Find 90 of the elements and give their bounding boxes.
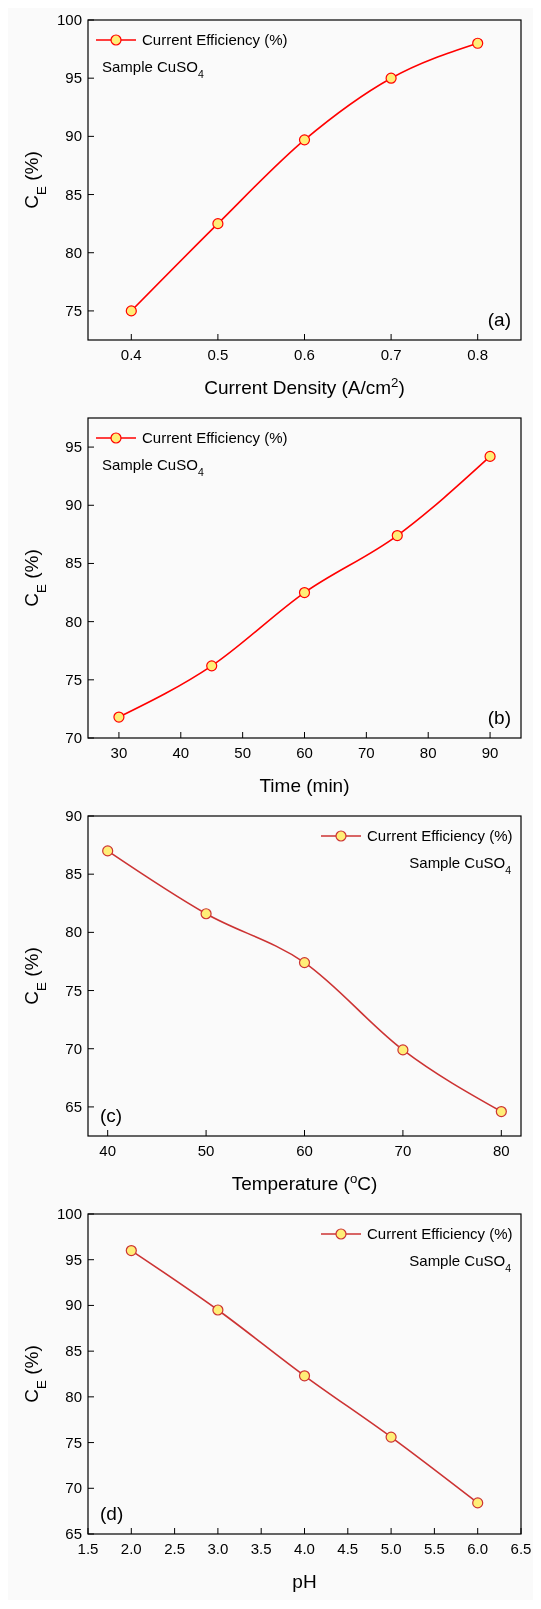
y-tick-label: 80 xyxy=(65,243,82,261)
y-tick-label: 70 xyxy=(65,729,82,746)
legend-label: Current Efficiency (%) xyxy=(367,827,513,844)
y-tick-label: 75 xyxy=(65,301,82,319)
x-axis-title: Current Density (A/cm$^{2}$) xyxy=(204,374,405,398)
y-tick-label: 75 xyxy=(65,981,82,999)
annotation: (c) xyxy=(100,1105,123,1126)
x-tick-label: 0.8 xyxy=(467,346,489,363)
y-tick-label: 65 xyxy=(65,1097,82,1115)
point xyxy=(472,1497,484,1509)
x-tick-label: 40 xyxy=(172,744,190,761)
x-tick-label: 6.0 xyxy=(467,1540,489,1557)
x-tick-label: 80 xyxy=(492,1142,510,1159)
y-tick-label: 95 xyxy=(65,1250,82,1268)
x-tick-label: 50 xyxy=(197,1142,215,1159)
x-tick-label: 70 xyxy=(394,1142,412,1159)
x-tick-label: 3.0 xyxy=(207,1540,229,1557)
x-tick-label: 60 xyxy=(296,1142,313,1159)
point xyxy=(385,72,397,84)
point xyxy=(298,134,311,146)
point xyxy=(391,529,403,542)
annotation: Sample CuSO$_{4}$ xyxy=(102,58,204,80)
x-tick-label: 30 xyxy=(110,744,128,761)
y-tick-label: 90 xyxy=(65,127,82,145)
point xyxy=(125,305,137,317)
x-tick-label: 80 xyxy=(419,744,437,761)
x-tick-label: 0.6 xyxy=(294,346,315,363)
x-tick-label: 40 xyxy=(99,1142,117,1159)
x-tick-label: 50 xyxy=(234,744,251,761)
point xyxy=(385,1431,397,1443)
y-tick-label: 70 xyxy=(65,1479,82,1497)
point xyxy=(125,1244,137,1257)
y-tick-label: 90 xyxy=(65,496,82,514)
x-tick-label: 4.5 xyxy=(337,1540,359,1557)
point xyxy=(298,1370,311,1382)
y-tick-label: 90 xyxy=(65,807,82,824)
annotation: (d) xyxy=(100,1503,124,1524)
x-tick-label: 0.4 xyxy=(120,346,142,363)
x-axis-title: Time (min) xyxy=(259,775,350,796)
y-tick-label: 100 xyxy=(56,11,82,28)
y-tick-label: 85 xyxy=(65,185,82,203)
x-tick-label: 60 xyxy=(296,744,313,761)
y-tick-label: 65 xyxy=(65,1525,82,1542)
y-tick-label: 85 xyxy=(65,554,82,572)
y-tick-label: 80 xyxy=(65,1387,82,1405)
y-tick-label: 95 xyxy=(65,69,82,87)
legend-label: Current Efficiency (%) xyxy=(367,1225,513,1242)
x-tick-label: 6.5 xyxy=(510,1540,532,1557)
y-tick-label: 90 xyxy=(65,1296,82,1314)
y-tick-label: 100 xyxy=(56,1205,82,1222)
point xyxy=(397,1044,409,1056)
x-tick-label: 3.5 xyxy=(250,1540,272,1557)
y-tick-label: 95 xyxy=(65,438,82,456)
y-tick-label: 80 xyxy=(65,612,82,630)
point xyxy=(495,1105,507,1118)
annotation: (b) xyxy=(487,707,511,728)
point xyxy=(298,957,311,969)
legend-label: Current Efficiency (%) xyxy=(142,429,288,446)
point xyxy=(113,711,125,723)
point xyxy=(102,845,114,857)
x-tick-label: 0.5 xyxy=(207,346,229,363)
point xyxy=(212,218,224,230)
x-tick-label: 1.5 xyxy=(77,1540,99,1557)
point xyxy=(212,1304,224,1316)
y-tick-label: 75 xyxy=(65,670,82,688)
x-tick-label: 5.5 xyxy=(423,1540,445,1557)
point xyxy=(200,908,212,920)
x-tick-label: 5.0 xyxy=(380,1540,402,1557)
x-axis-title: pH xyxy=(292,1571,317,1592)
annotation: Sample CuSO$_{4}$ xyxy=(102,456,204,478)
x-tick-label: 0.7 xyxy=(380,346,402,363)
y-tick-label: 70 xyxy=(65,1039,82,1057)
annotation: Sample CuSO$_{4}$ xyxy=(409,1252,512,1274)
annotation: Sample CuSO$_{4}$ xyxy=(409,854,512,876)
legend-label: Current Efficiency (%) xyxy=(142,31,288,48)
y-tick-label: 85 xyxy=(65,1342,82,1360)
x-tick-label: 4.0 xyxy=(294,1540,315,1557)
annotation: (a) xyxy=(487,309,511,330)
point xyxy=(472,37,484,49)
x-tick-label: 2.0 xyxy=(120,1540,142,1557)
y-tick-label: 75 xyxy=(65,1433,82,1451)
y-tick-label: 80 xyxy=(65,923,82,941)
x-axis-title: Temperature ($^{o}$C) xyxy=(231,1170,378,1194)
x-tick-label: 70 xyxy=(358,744,375,761)
point xyxy=(206,660,218,672)
x-tick-label: 90 xyxy=(481,744,499,761)
point xyxy=(484,450,496,462)
point xyxy=(298,586,311,599)
x-tick-label: 2.5 xyxy=(164,1540,186,1557)
y-tick-label: 85 xyxy=(65,865,82,883)
